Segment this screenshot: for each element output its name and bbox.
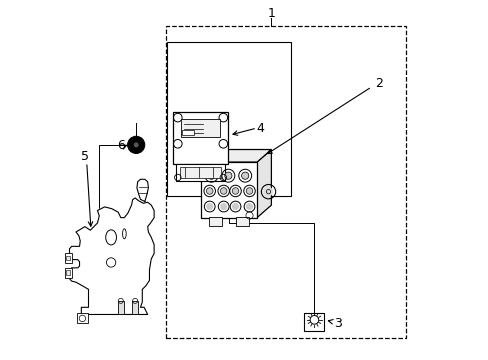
Circle shape	[232, 188, 238, 194]
Circle shape	[127, 136, 144, 153]
Ellipse shape	[105, 230, 116, 245]
Circle shape	[220, 188, 226, 194]
Bar	[304, 314, 324, 330]
Bar	[118, 301, 123, 315]
Circle shape	[232, 204, 238, 210]
Text: 6: 6	[117, 139, 124, 152]
Text: 4: 4	[256, 122, 264, 135]
Bar	[132, 301, 138, 315]
Bar	[176, 164, 224, 181]
Bar	[182, 130, 194, 135]
Bar	[172, 112, 228, 164]
Polygon shape	[137, 179, 148, 202]
Bar	[167, 42, 290, 196]
Bar	[65, 253, 72, 263]
Circle shape	[130, 139, 142, 150]
Circle shape	[206, 204, 212, 210]
Circle shape	[241, 172, 248, 179]
Polygon shape	[257, 149, 271, 218]
Bar	[66, 256, 70, 260]
Circle shape	[134, 143, 138, 147]
Bar	[65, 267, 72, 278]
Text: 5: 5	[81, 150, 89, 163]
Circle shape	[246, 188, 252, 194]
Text: 2: 2	[374, 77, 382, 90]
Circle shape	[224, 172, 231, 179]
Circle shape	[264, 188, 272, 195]
Circle shape	[133, 141, 139, 148]
Circle shape	[221, 204, 226, 210]
Bar	[180, 167, 221, 178]
Bar	[66, 270, 70, 275]
Bar	[165, 26, 405, 338]
Bar	[236, 217, 249, 226]
Bar	[77, 314, 88, 323]
Circle shape	[206, 188, 212, 194]
Bar	[209, 217, 222, 226]
Ellipse shape	[122, 229, 126, 239]
Circle shape	[207, 172, 215, 179]
Polygon shape	[69, 198, 154, 315]
Text: 3: 3	[333, 317, 341, 330]
Bar	[180, 119, 220, 137]
Polygon shape	[201, 149, 271, 162]
Text: 1: 1	[267, 7, 275, 20]
Bar	[201, 162, 257, 218]
Circle shape	[246, 204, 252, 210]
